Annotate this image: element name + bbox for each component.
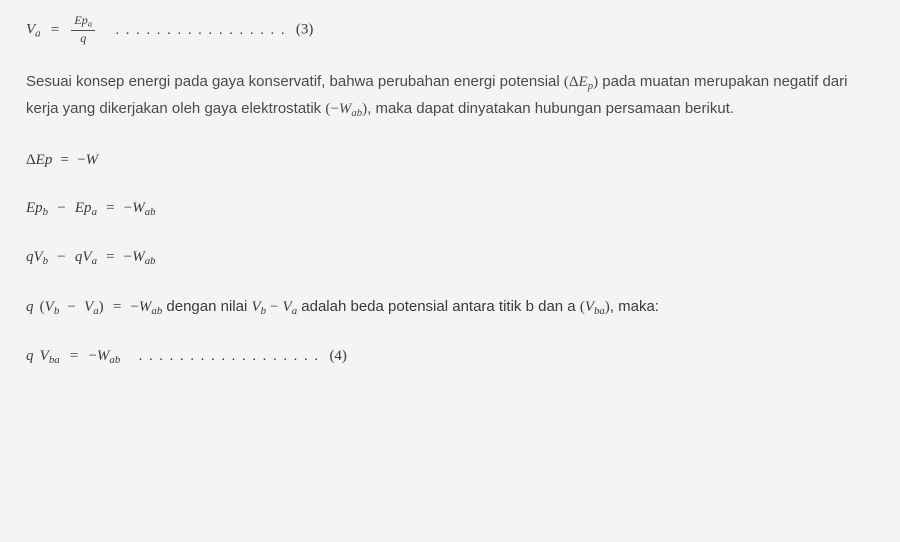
eqa-w: W — [86, 152, 99, 168]
p1-minus: − — [330, 101, 338, 117]
eq3-lhs-var: V — [26, 22, 35, 38]
eqc-q1: q — [26, 249, 34, 265]
eqd-rhs-minus: − — [130, 299, 138, 315]
eqc-v1-sub: b — [43, 255, 48, 267]
eqd-rhs-var: W — [139, 299, 152, 315]
eqd-d-minus: − — [270, 299, 278, 315]
eqb-t2-sub: a — [92, 206, 97, 218]
p1-t3: , maka dapat dinyatakan hubungan persama… — [367, 100, 734, 117]
eqd-d-v2-var: V — [283, 299, 292, 315]
eqb-rhs-var: W — [132, 200, 145, 216]
eq4-q: q — [26, 348, 34, 364]
eq3-num-sub: a — [88, 18, 92, 28]
eq3-equals: = — [51, 22, 59, 38]
eqd-d2-sub: ba — [594, 305, 605, 317]
eqc-v1-var: V — [34, 249, 43, 265]
eqc-equals: = — [106, 249, 114, 265]
eqd-v2-var: V — [84, 299, 93, 315]
eqc-rhs-var: W — [132, 249, 145, 265]
p1-t1: Sesuai konsep energi pada gaya konservat… — [26, 73, 564, 90]
eqd-text1: dengan nilai — [162, 298, 251, 315]
paragraph-1: Sesuai konsep energi pada gaya konservat… — [26, 69, 874, 122]
eqc-rhs-sub: ab — [145, 255, 156, 267]
eqb-rhs-minus: − — [124, 200, 132, 216]
eq3-lhs-sub: a — [35, 28, 40, 40]
eqb-t1-sub: b — [43, 206, 48, 218]
eq4-label: (4) — [329, 348, 347, 364]
eqc-minus: − — [57, 249, 65, 265]
eqa-delta: Δ — [26, 152, 36, 168]
eqd-d-v1-sub: b — [261, 305, 266, 317]
eqa-equals: = — [61, 152, 69, 168]
eq4-rhs-sub: ab — [109, 354, 120, 366]
eq3-num-var: Ep — [74, 13, 87, 27]
equation-3: Va = Epa q . . . . . . . . . . . . . . .… — [26, 14, 874, 45]
eqb-t2-var: Ep — [75, 200, 92, 216]
eqd-minus: − — [67, 299, 75, 315]
eq3-label: (3) — [296, 22, 314, 38]
eqd-d2-var: V — [585, 299, 594, 315]
p1-ep-var: E — [579, 74, 588, 90]
eqd-q: q — [26, 299, 34, 315]
eqd-rhs-sub: ab — [151, 305, 162, 317]
eqb-rhs-sub: ab — [145, 206, 156, 218]
eq4-v-var: V — [40, 348, 49, 364]
eq4-rhs-var: W — [97, 348, 110, 364]
eqc-v2-sub: a — [92, 255, 97, 267]
equation-b: Epb − Epa = −Wab — [26, 196, 874, 221]
eqb-t1-var: Ep — [26, 200, 43, 216]
eq4-v-sub: ba — [49, 354, 60, 366]
eqd-v1-sub: b — [54, 305, 59, 317]
eq4-rhs-minus: − — [88, 348, 96, 364]
eq3-dots: . . . . . . . . . . . . . . . . . — [115, 21, 286, 38]
eqd-text3: , maka: — [610, 298, 659, 315]
eqd-text2: adalah beda potensial antara titik b dan… — [297, 298, 580, 315]
equation-a: ΔEp = −W — [26, 148, 874, 172]
eqb-equals: = — [106, 200, 114, 216]
eq4-equals: = — [70, 348, 78, 364]
eqd-paren-close: ) — [99, 299, 104, 315]
eqd-equals: = — [113, 299, 121, 315]
p1-delta: Δ — [569, 74, 579, 90]
eqc-rhs-minus: − — [124, 249, 132, 265]
eqa-minus: − — [77, 152, 85, 168]
equation-4: q Vba = −Wab . . . . . . . . . . . . . .… — [26, 344, 874, 369]
eq3-fraction: Epa q — [71, 14, 95, 45]
equation-d-line: q (Vb − Va) = −Wab dengan nilai Vb−Va ad… — [26, 294, 874, 321]
eqa-ep: Ep — [36, 152, 53, 168]
eqd-d-v1-var: V — [251, 299, 260, 315]
eqc-v2-var: V — [82, 249, 91, 265]
p1-w-var: W — [339, 101, 352, 117]
p1-w-sub: ab — [351, 107, 362, 119]
equation-c: qVb − qVa = −Wab — [26, 245, 874, 270]
eq4-dots: . . . . . . . . . . . . . . . . . . — [138, 347, 319, 364]
eqb-minus: − — [57, 200, 65, 216]
eqd-v1-var: V — [45, 299, 54, 315]
eq3-den-var: q — [80, 31, 86, 45]
